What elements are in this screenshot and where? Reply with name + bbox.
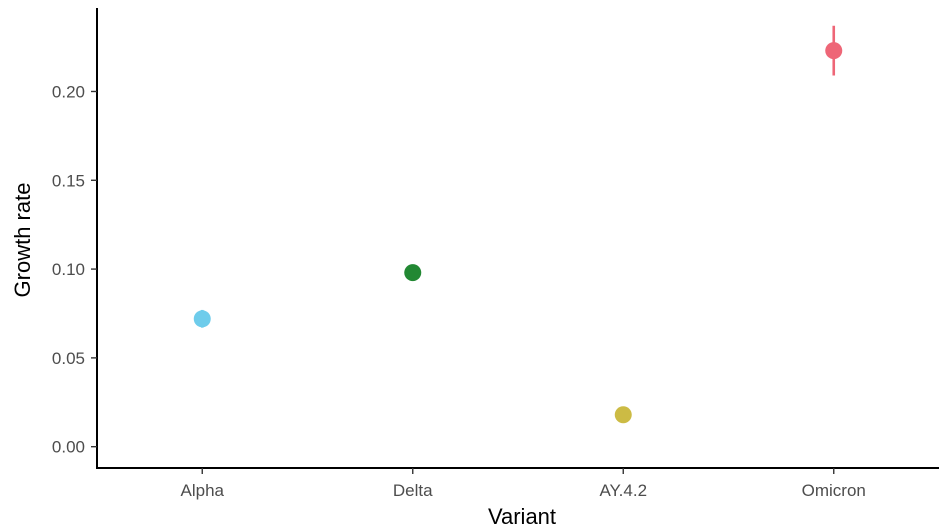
x-tick-label: Delta [393,481,433,500]
y-axis-title: Growth rate [10,183,35,298]
y-axis-ticks: 0.00 0.05 0.10 0.15 0.20 [52,82,97,456]
data-point [194,310,211,327]
plot-area [194,26,843,423]
y-tick-label: 0.00 [52,438,85,457]
data-point [404,264,421,281]
y-tick-label: 0.15 [52,171,85,190]
x-axis-ticks: Alpha Delta AY.4.2 Omicron [181,468,866,500]
data-point [615,406,632,423]
x-axis-title: Variant [488,504,556,529]
x-tick-label: Alpha [181,481,225,500]
y-tick-label: 0.10 [52,260,85,279]
x-tick-label: Omicron [802,481,866,500]
y-tick-label: 0.20 [52,82,85,101]
x-tick-label: AY.4.2 [599,481,647,500]
y-tick-label: 0.05 [52,349,85,368]
data-point [825,42,842,59]
